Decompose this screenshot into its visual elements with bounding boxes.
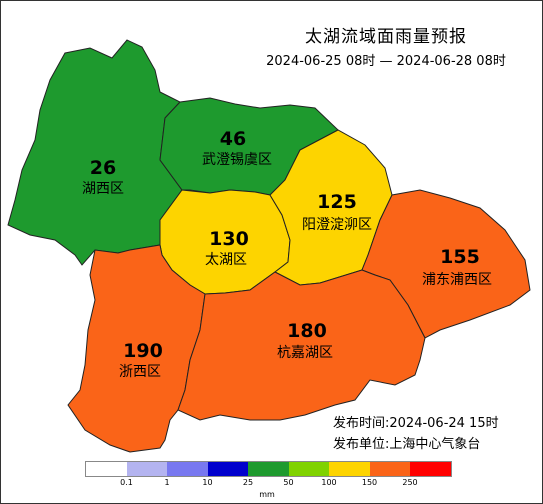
label-zhexi: 浙西区	[119, 364, 161, 380]
legend-tick-label: 1	[164, 478, 170, 487]
legend-tick-label: 10	[202, 478, 213, 487]
region-hangjia	[177, 269, 426, 421]
legend-swatch	[329, 462, 370, 476]
map-title: 太湖流域面雨量预报	[305, 27, 467, 47]
forecast-period: 2024-06-25 08时 — 2024-06-28 08时	[266, 54, 506, 69]
legend-tick-label: 250	[402, 478, 418, 487]
legend-tick-label: 50	[283, 478, 294, 487]
label-wucheng: 武澄锡虞区	[202, 152, 272, 168]
region-zhexi	[67, 244, 206, 453]
issue-unit: 发布单位:上海中心气象台	[333, 437, 481, 452]
color-legend	[85, 461, 452, 477]
value-huxi: 26	[90, 157, 116, 179]
region-huxi	[7, 39, 183, 266]
label-huxi: 湖西区	[82, 181, 124, 197]
value-wucheng: 46	[220, 128, 246, 150]
legend-swatch	[369, 462, 410, 476]
legend-swatch	[86, 462, 127, 476]
legend-swatch	[126, 462, 167, 476]
legend-swatch	[167, 462, 208, 476]
legend-swatch	[248, 462, 289, 476]
value-hangjia: 180	[287, 320, 327, 342]
value-pudong: 155	[440, 246, 480, 268]
legend-tick-label: 0.1	[120, 478, 133, 487]
legend-swatch	[288, 462, 329, 476]
legend-tick-label: 25	[242, 478, 254, 487]
value-yangcheng: 125	[317, 191, 357, 213]
label-taihu: 太湖区	[205, 252, 247, 268]
issue-time: 发布时间:2024-06-24 15时	[333, 416, 499, 431]
label-pudong: 浦东浦西区	[422, 272, 492, 288]
value-taihu: 130	[209, 228, 249, 250]
legend-swatch	[207, 462, 248, 476]
legend-unit: mm	[259, 490, 275, 499]
label-yangcheng: 阳澄淀泖区	[302, 217, 372, 233]
legend-tick-label: 100	[321, 478, 337, 487]
legend-swatch	[410, 462, 451, 476]
label-hangjia: 杭嘉湖区	[277, 345, 333, 361]
legend-tick-label: 150	[361, 478, 378, 487]
value-zhexi: 190	[123, 340, 163, 362]
